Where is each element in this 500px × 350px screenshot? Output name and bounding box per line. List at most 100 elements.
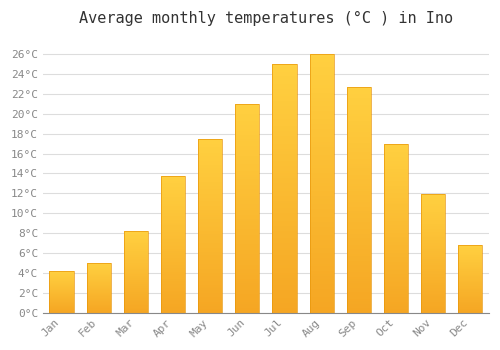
Bar [310,269,334,271]
Bar [384,292,408,294]
Bar [198,210,222,212]
Bar [384,274,408,275]
Bar [236,114,260,116]
Bar [50,293,74,294]
Bar [161,182,185,183]
Bar [198,184,222,186]
Bar [236,248,260,250]
Bar [236,158,260,160]
Bar [384,201,408,203]
Bar [384,161,408,162]
Bar [272,104,296,106]
Bar [198,250,222,252]
Bar [198,233,222,234]
Bar [347,105,371,107]
Bar [124,245,148,246]
Bar [347,218,371,220]
Bar [421,299,445,300]
Bar [236,294,260,296]
Bar [236,196,260,198]
Bar [236,164,260,167]
Bar [458,277,482,278]
Bar [347,308,371,310]
Bar [161,257,185,258]
Bar [50,297,74,298]
Bar [458,267,482,268]
Bar [236,292,260,294]
Bar [347,119,371,121]
Bar [236,310,260,313]
Bar [161,285,185,287]
Bar [236,152,260,154]
Bar [198,280,222,281]
Bar [236,210,260,212]
Bar [310,282,334,284]
Bar [347,177,371,180]
Bar [124,271,148,272]
Bar [161,176,185,313]
Bar [161,221,185,223]
Bar [310,152,334,155]
Bar [86,304,111,305]
Bar [458,280,482,281]
Bar [421,255,445,256]
Bar [421,252,445,253]
Bar [458,262,482,263]
Bar [458,306,482,307]
Bar [124,266,148,267]
Bar [384,282,408,284]
Bar [161,179,185,181]
Bar [310,289,334,292]
Bar [310,126,334,129]
Bar [86,300,111,301]
Bar [124,263,148,264]
Bar [198,299,222,300]
Bar [161,262,185,264]
Bar [384,279,408,280]
Bar [161,310,185,311]
Bar [310,173,334,176]
Bar [236,116,260,118]
Bar [272,228,296,231]
Bar [421,283,445,284]
Bar [384,298,408,299]
Bar [124,242,148,243]
Bar [421,269,445,270]
Bar [458,245,482,246]
Bar [272,178,296,181]
Bar [86,281,111,282]
Bar [236,237,260,239]
Bar [347,157,371,159]
Bar [421,241,445,243]
Bar [310,232,334,235]
Bar [347,231,371,234]
Bar [458,286,482,287]
Bar [310,150,334,152]
Bar [86,297,111,298]
Bar [421,244,445,245]
Bar [421,303,445,304]
Bar [384,179,408,181]
Bar [124,234,148,235]
Bar [384,147,408,149]
Bar [161,228,185,230]
Bar [124,247,148,248]
Bar [310,292,334,295]
Bar [310,72,334,75]
Bar [421,238,445,239]
Bar [161,235,185,236]
Bar [161,199,185,201]
Bar [236,135,260,137]
Bar [161,300,185,302]
Bar [347,155,371,157]
Bar [310,222,334,225]
Bar [86,278,111,279]
Bar [347,252,371,254]
Bar [198,238,222,239]
Bar [198,187,222,189]
Bar [198,224,222,226]
Bar [198,144,222,146]
Bar [384,189,408,191]
Bar [124,237,148,238]
Bar [198,302,222,304]
